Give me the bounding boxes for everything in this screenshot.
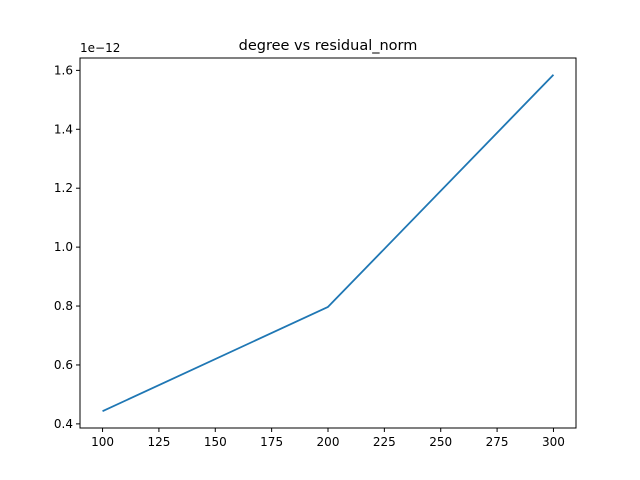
x-tick-label: 300 xyxy=(542,435,565,449)
x-tick-label: 150 xyxy=(204,435,227,449)
axes-frame xyxy=(79,57,577,429)
x-tick-label: 175 xyxy=(260,435,283,449)
y-tick-label: 0.6 xyxy=(54,358,73,372)
y-tick-label: 0.4 xyxy=(54,417,73,431)
y-tick-label: 1.4 xyxy=(54,122,73,136)
y-tick-label: 0.8 xyxy=(54,299,73,313)
y-axis-offset-label: 1e−12 xyxy=(80,41,120,55)
x-tick-label: 250 xyxy=(429,435,452,449)
x-tick-label: 100 xyxy=(91,435,114,449)
x-tick-label: 200 xyxy=(317,435,340,449)
chart-title: degree vs residual_norm xyxy=(239,38,418,54)
x-tick-label: 125 xyxy=(147,435,170,449)
y-tick-label: 1.6 xyxy=(54,63,73,77)
y-tick-label: 1.2 xyxy=(54,181,73,195)
x-axis: 100 125 150 175 200 225 250 275 300 xyxy=(91,428,565,449)
y-axis: 0.4 0.6 0.8 1.0 1.2 1.4 1.6 xyxy=(54,63,80,431)
x-tick-label: 225 xyxy=(373,435,396,449)
plot-area xyxy=(102,74,555,413)
series-line-0 xyxy=(102,74,555,413)
x-tick-label: 275 xyxy=(486,435,509,449)
y-tick-label: 1.0 xyxy=(54,240,73,254)
